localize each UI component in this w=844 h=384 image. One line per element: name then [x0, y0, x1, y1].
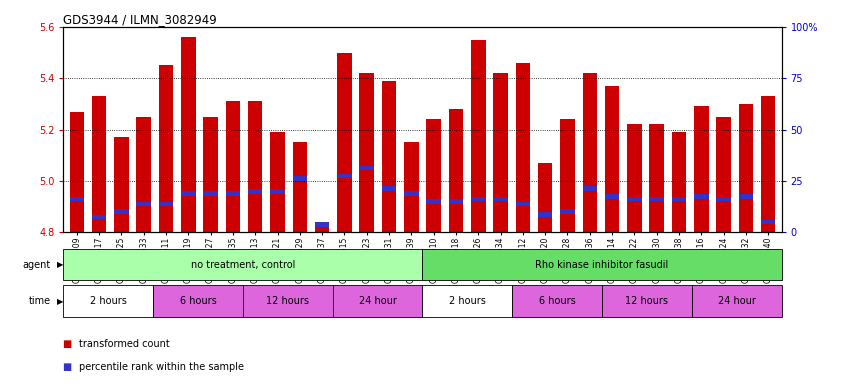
- Bar: [493, 197, 507, 201]
- Bar: [671, 132, 685, 232]
- Bar: [247, 101, 262, 232]
- Bar: [515, 63, 529, 232]
- Text: 2 hours: 2 hours: [89, 296, 127, 306]
- Bar: [63, 249, 422, 280]
- Bar: [270, 132, 284, 232]
- Bar: [649, 197, 663, 201]
- Text: 24 hour: 24 hour: [358, 296, 396, 306]
- Text: 12 hours: 12 hours: [625, 296, 668, 306]
- Text: ■: ■: [63, 339, 76, 349]
- Bar: [691, 285, 781, 317]
- Bar: [92, 215, 106, 219]
- Bar: [114, 137, 128, 232]
- Bar: [422, 249, 781, 280]
- Bar: [136, 117, 151, 232]
- Bar: [671, 197, 685, 201]
- Bar: [448, 199, 463, 204]
- Bar: [181, 192, 195, 196]
- Bar: [582, 186, 597, 191]
- Bar: [582, 73, 597, 232]
- Bar: [626, 124, 641, 232]
- Bar: [225, 101, 240, 232]
- Bar: [760, 220, 775, 224]
- Bar: [470, 197, 485, 201]
- Bar: [292, 176, 306, 181]
- Bar: [560, 209, 574, 214]
- Bar: [716, 117, 730, 232]
- Text: GDS3944 / ILMN_3082949: GDS3944 / ILMN_3082949: [63, 13, 217, 26]
- Bar: [203, 117, 218, 232]
- Text: percentile rank within the sample: percentile rank within the sample: [78, 362, 243, 372]
- Text: no treatment, control: no treatment, control: [191, 260, 295, 270]
- Bar: [315, 222, 329, 227]
- Bar: [333, 285, 422, 317]
- Bar: [136, 202, 151, 206]
- Bar: [203, 192, 218, 196]
- Bar: [359, 166, 374, 170]
- Text: 6 hours: 6 hours: [180, 296, 216, 306]
- Bar: [601, 285, 691, 317]
- Bar: [92, 96, 106, 232]
- Bar: [470, 40, 485, 232]
- Text: time: time: [29, 296, 51, 306]
- Bar: [247, 189, 262, 194]
- Bar: [359, 73, 374, 232]
- Bar: [738, 194, 752, 199]
- Bar: [63, 285, 153, 317]
- Bar: [538, 163, 552, 232]
- Bar: [604, 86, 619, 232]
- Text: 6 hours: 6 hours: [538, 296, 575, 306]
- Bar: [337, 53, 351, 232]
- Text: 24 hour: 24 hour: [717, 296, 755, 306]
- Bar: [693, 106, 708, 232]
- Bar: [114, 209, 128, 214]
- Bar: [538, 212, 552, 217]
- Text: Rho kinase inhibitor fasudil: Rho kinase inhibitor fasudil: [535, 260, 668, 270]
- Text: 2 hours: 2 hours: [448, 296, 485, 306]
- Bar: [153, 285, 243, 317]
- Bar: [292, 142, 306, 232]
- Bar: [381, 186, 396, 191]
- Bar: [426, 119, 441, 232]
- Bar: [159, 202, 173, 206]
- Bar: [626, 197, 641, 201]
- Bar: [381, 81, 396, 232]
- Bar: [181, 37, 195, 232]
- Text: ▶: ▶: [57, 260, 63, 269]
- Bar: [716, 197, 730, 201]
- Bar: [493, 73, 507, 232]
- Bar: [448, 109, 463, 232]
- Bar: [159, 65, 173, 232]
- Bar: [403, 192, 418, 196]
- Bar: [604, 194, 619, 199]
- Bar: [649, 124, 663, 232]
- Bar: [315, 227, 329, 232]
- Bar: [693, 194, 708, 199]
- Text: 12 hours: 12 hours: [266, 296, 309, 306]
- Text: ▶: ▶: [57, 296, 63, 306]
- Bar: [337, 174, 351, 178]
- Bar: [243, 285, 333, 317]
- Bar: [738, 104, 752, 232]
- Bar: [270, 189, 284, 194]
- Bar: [560, 119, 574, 232]
- Text: agent: agent: [23, 260, 51, 270]
- Bar: [426, 199, 441, 204]
- Bar: [515, 202, 529, 206]
- Bar: [69, 197, 84, 201]
- Bar: [403, 142, 418, 232]
- Bar: [69, 112, 84, 232]
- Bar: [760, 96, 775, 232]
- Bar: [422, 285, 511, 317]
- Bar: [511, 285, 601, 317]
- Bar: [225, 192, 240, 196]
- Text: transformed count: transformed count: [78, 339, 169, 349]
- Text: ■: ■: [63, 362, 76, 372]
